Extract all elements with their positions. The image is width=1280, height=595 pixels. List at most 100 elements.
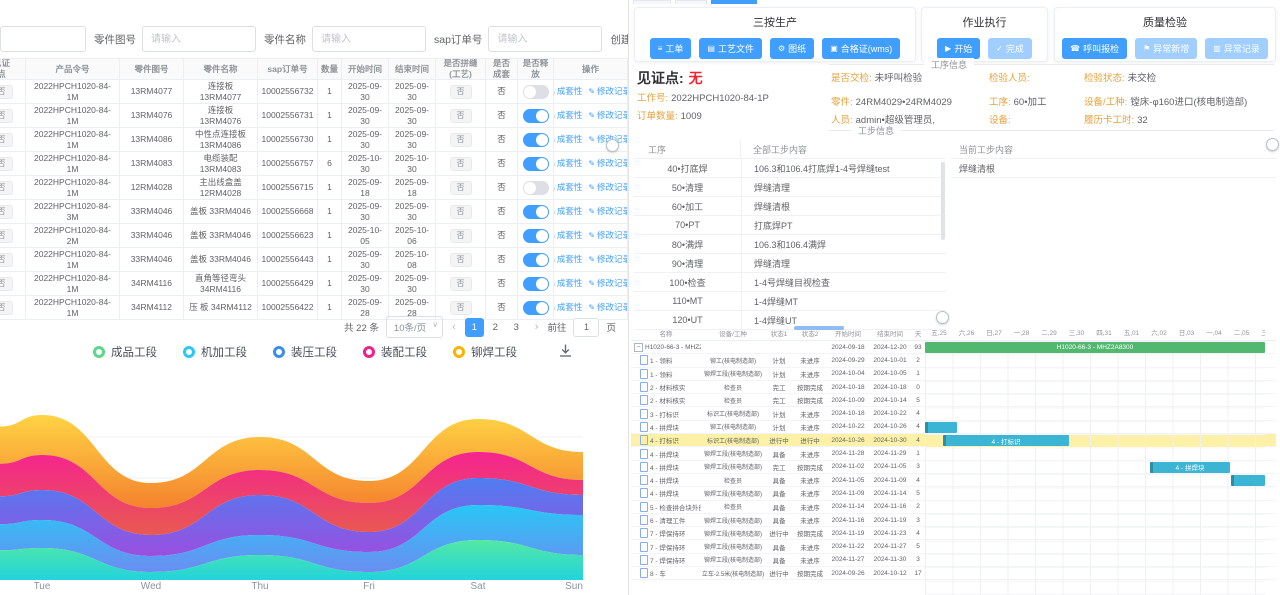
history-link[interactable]: ✎修改记录 (588, 278, 628, 289)
witness-badge: 否 (0, 276, 13, 291)
gantt-cell: 未进序 (800, 557, 820, 565)
gantt-task-name: 7 - 焊保持环 (650, 544, 686, 552)
tab-stub-2[interactable] (675, 0, 707, 4)
gantt-cell: 立车-2.5米(核电制造部) (701, 571, 765, 578)
page-number[interactable]: 2 (492, 321, 498, 333)
goto-unit: 页 (606, 323, 616, 334)
gantt-bar[interactable] (1231, 475, 1265, 486)
release-toggle[interactable] (522, 276, 549, 291)
开始-button[interactable]: ▶ 开始 (937, 38, 981, 59)
gantt-bar[interactable] (925, 421, 957, 433)
document-icon (640, 568, 648, 579)
filter-input[interactable] (142, 26, 256, 52)
gantt-cell: 具备 (772, 518, 786, 525)
图纸-button[interactable]: ⚙ 图纸 (770, 38, 815, 59)
history-link[interactable]: ✎修改记录 (588, 158, 628, 169)
document-icon (640, 475, 648, 486)
next-page-button[interactable]: › (534, 321, 539, 333)
history-link[interactable]: ✎修改记录 (588, 110, 628, 121)
gantt-cell: 2024-10-22 (831, 423, 865, 431)
release-toggle[interactable] (522, 132, 549, 147)
history-link[interactable]: ✎修改记录 (588, 182, 628, 193)
tab-stub-active[interactable] (711, 0, 757, 4)
异常记录-button[interactable]: ▥ 异常记录 (1205, 38, 1268, 59)
table-cell: 6 (318, 152, 342, 175)
gantt-cell: 2024-11-23 (873, 529, 907, 537)
filter-input[interactable] (488, 26, 603, 52)
异常新增-button[interactable]: ⚑ 异常新增 (1135, 38, 1198, 59)
呼叫报检-button[interactable]: ☎ 呼叫报检 (1062, 38, 1128, 59)
gantt-bar[interactable]: 4 - 拼焊块 (1150, 461, 1230, 473)
filter-input[interactable] (312, 26, 426, 52)
filter-label: sap订单号 (434, 33, 483, 46)
legend-item[interactable]: 成品工段 (93, 344, 157, 360)
suite-link[interactable]: ⌂成套性 (554, 158, 582, 169)
release-toggle[interactable] (522, 228, 549, 243)
suite-link[interactable]: ⌂成套性 (554, 302, 582, 313)
gantt-cell: 2024-10-22 (873, 410, 907, 418)
tab-stub-1[interactable] (633, 0, 671, 4)
gantt-cell: 按期完成 (797, 385, 823, 393)
gantt-cell: 5 (916, 396, 920, 404)
legend-ring-icon (363, 346, 375, 358)
table-cell: 2025-10-30 (389, 152, 436, 175)
合格证(wms)-button[interactable]: ▣ 合格证(wms) (822, 38, 901, 59)
release-toggle[interactable] (522, 108, 549, 123)
step-row: 100•检查 1-4号焊缝目视检查 (634, 273, 946, 292)
gantt-bar[interactable]: 4 - 打标识 (943, 435, 1069, 447)
steps-horizontal-scrollbar[interactable] (794, 326, 844, 330)
release-toggle[interactable] (522, 156, 549, 171)
legend-item[interactable]: 装压工段 (273, 344, 337, 360)
suite-link[interactable]: ⌂成套性 (554, 278, 582, 289)
history-link[interactable]: ✎修改记录 (588, 254, 628, 265)
gantt-cell: 2024-11-29 (873, 450, 907, 458)
gantt-cell: 2024-10-18 (873, 383, 907, 391)
suite-link[interactable]: ⌂成套性 (554, 110, 582, 121)
document-icon (640, 515, 648, 525)
gantt-task-name: 4 - 拼焊块 (650, 464, 679, 472)
gantt-cell: 检查员 (723, 398, 742, 405)
release-toggle[interactable] (522, 300, 549, 315)
prev-page-button[interactable]: ‹ (452, 321, 456, 333)
完成-button[interactable]: ✓ 完成 (988, 38, 1032, 59)
table-cell: 10002556443 (258, 248, 318, 271)
download-icon[interactable] (557, 342, 574, 359)
gantt-bar[interactable]: H1020-66-3 - MHZ2A8300 (925, 342, 1265, 353)
table-cell: 盖板 33RM4046 (184, 224, 258, 247)
工艺文件-button[interactable]: ▤ 工艺文件 (699, 38, 762, 59)
history-link[interactable]: ✎修改记录 (588, 302, 628, 313)
gantt-cell: 2024-11-30 (873, 556, 907, 564)
page-number[interactable]: 3 (513, 321, 519, 333)
gantt-task-name: 1 - 领料 (650, 358, 673, 366)
page-size-select[interactable]: 10条/页 ∨ (385, 316, 444, 338)
history-link[interactable]: ✎修改记录 (588, 86, 628, 97)
工单-button[interactable]: ≡ 工单 (649, 38, 692, 59)
splitter-handle-middle[interactable] (936, 311, 949, 324)
legend-item[interactable]: 铆焊工段 (453, 344, 517, 360)
cropped-filter-input[interactable] (0, 26, 86, 52)
suite-link[interactable]: ⌂成套性 (554, 206, 582, 217)
suite-link[interactable]: ⌂成套性 (554, 230, 582, 241)
release-toggle[interactable] (522, 252, 549, 267)
suite-link[interactable]: ⌂成套性 (554, 182, 582, 193)
legend-item[interactable]: 装配工段 (363, 344, 427, 360)
legend-item[interactable]: 机加工段 (183, 344, 247, 360)
suite-link[interactable]: ⌂成套性 (554, 86, 582, 97)
steps-vertical-scrollbar[interactable] (941, 162, 945, 240)
release-toggle[interactable] (522, 84, 549, 99)
release-toggle[interactable] (522, 204, 549, 219)
suite-link[interactable]: ⌂成套性 (554, 134, 582, 145)
collapse-icon[interactable]: − (634, 342, 643, 352)
table-cell: 10002556668 (258, 200, 318, 223)
goto-page-input[interactable] (573, 317, 600, 337)
history-link[interactable]: ✎修改记录 (588, 230, 628, 241)
suite-link[interactable]: ⌂成套性 (554, 254, 582, 265)
splitter-handle-left[interactable] (606, 139, 619, 152)
release-toggle[interactable] (522, 180, 549, 195)
splitter-handle-right[interactable] (1266, 138, 1279, 151)
home-icon: ⌂ (554, 111, 555, 121)
history-link[interactable]: ✎修改记录 (588, 206, 628, 217)
page-number[interactable]: 1 (464, 317, 484, 337)
field-device_type: 设备/工种: 镗床-φ160进口(核电制造部) (1084, 94, 1247, 108)
